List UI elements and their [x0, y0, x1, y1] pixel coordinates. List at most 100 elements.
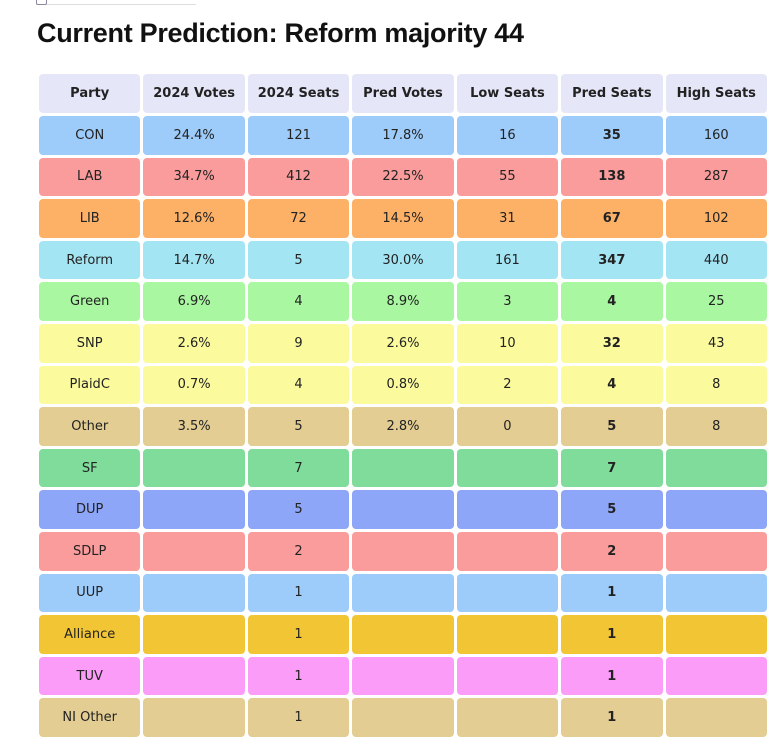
- votes-2024-cell: [143, 448, 245, 488]
- low-seats-cell: [456, 573, 559, 613]
- low-seats-cell: [456, 656, 559, 696]
- table-row: TUV 1 1: [39, 656, 767, 696]
- table-row: NI Other 1 1: [39, 698, 767, 737]
- low-seats-cell: [456, 448, 559, 488]
- pred-seats-cell: 5: [561, 490, 663, 529]
- seats-2024-cell: 1: [247, 573, 350, 613]
- seats-2024-cell: 5: [247, 407, 350, 446]
- table-body: CON 24.4% 121 17.8% 16 35 160 LAB 34.7% 412 22.5% 5…: [39, 116, 767, 737]
- high-seats-cell: 160: [665, 116, 767, 155]
- pred-seats-cell: 4: [561, 282, 663, 321]
- low-seats-cell: [456, 490, 559, 529]
- votes-2024-cell: 34.7%: [143, 157, 245, 197]
- pred-votes-cell: 30.0%: [352, 240, 454, 280]
- high-seats-cell: 102: [665, 199, 767, 238]
- seats-2024-cell: 7: [247, 448, 350, 488]
- pred-seats-cell: 35: [561, 116, 663, 155]
- table-row: SNP 2.6% 9 2.6% 10 32 43: [39, 323, 767, 363]
- pred-seats-cell: 2: [561, 531, 663, 571]
- pred-votes-cell: 14.5%: [352, 199, 454, 238]
- pred-seats-cell: 5: [561, 407, 663, 446]
- seats-2024-cell: 121: [247, 116, 350, 155]
- high-seats-cell: [665, 698, 767, 737]
- pred-seats-cell: 4: [561, 365, 663, 405]
- pred-seats-cell: 1: [561, 656, 663, 696]
- party-cell: SNP: [39, 323, 141, 363]
- low-seats-cell: 55: [456, 157, 559, 197]
- votes-2024-cell: [143, 531, 245, 571]
- low-seats-cell: [456, 615, 559, 654]
- top-strip: [36, 0, 196, 5]
- pred-seats-cell: 1: [561, 698, 663, 737]
- header-2024-seats: 2024 Seats: [247, 74, 350, 113]
- table-row: DUP 5 5: [39, 490, 767, 529]
- pred-votes-cell: [352, 490, 454, 529]
- table-row: Other 3.5% 5 2.8% 0 5 8: [39, 407, 767, 446]
- pred-seats-cell: 1: [561, 615, 663, 654]
- table-row: PlaidC 0.7% 4 0.8% 2 4 8: [39, 365, 767, 405]
- checkbox-icon: [36, 0, 47, 5]
- pred-votes-cell: [352, 448, 454, 488]
- header-2024-votes: 2024 Votes: [143, 74, 245, 113]
- low-seats-cell: 2: [456, 365, 559, 405]
- votes-2024-cell: 14.7%: [143, 240, 245, 280]
- table-row: Alliance 1 1: [39, 615, 767, 654]
- high-seats-cell: [665, 656, 767, 696]
- pred-votes-cell: 17.8%: [352, 116, 454, 155]
- seats-2024-cell: 4: [247, 365, 350, 405]
- low-seats-cell: [456, 531, 559, 571]
- votes-2024-cell: 2.6%: [143, 323, 245, 363]
- header-pred-votes: Pred Votes: [352, 74, 454, 113]
- high-seats-cell: [665, 615, 767, 654]
- pred-votes-cell: 22.5%: [352, 157, 454, 197]
- votes-2024-cell: [143, 490, 245, 529]
- seats-2024-cell: 1: [247, 615, 350, 654]
- pred-seats-cell: 138: [561, 157, 663, 197]
- votes-2024-cell: 12.6%: [143, 199, 245, 238]
- high-seats-cell: 8: [665, 365, 767, 405]
- high-seats-cell: [665, 490, 767, 529]
- pred-seats-cell: 1: [561, 573, 663, 613]
- party-cell: PlaidC: [39, 365, 141, 405]
- party-cell: DUP: [39, 490, 141, 529]
- party-cell: SDLP: [39, 531, 141, 571]
- high-seats-cell: 25: [665, 282, 767, 321]
- seats-2024-cell: 5: [247, 490, 350, 529]
- seats-2024-cell: 9: [247, 323, 350, 363]
- votes-2024-cell: [143, 656, 245, 696]
- pred-seats-cell: 67: [561, 199, 663, 238]
- pred-votes-cell: 8.9%: [352, 282, 454, 321]
- party-cell: UUP: [39, 573, 141, 613]
- party-cell: SF: [39, 448, 141, 488]
- party-cell: Other: [39, 407, 141, 446]
- pred-seats-cell: 7: [561, 448, 663, 488]
- pred-votes-cell: 2.6%: [352, 323, 454, 363]
- header-low-seats: Low Seats: [456, 74, 559, 113]
- votes-2024-cell: 0.7%: [143, 365, 245, 405]
- prediction-table: Party 2024 Votes 2024 Seats Pred Votes L…: [36, 71, 770, 740]
- party-cell: LAB: [39, 157, 141, 197]
- pred-votes-cell: [352, 531, 454, 571]
- party-cell: TUV: [39, 656, 141, 696]
- pred-votes-cell: 2.8%: [352, 407, 454, 446]
- table-row: Green 6.9% 4 8.9% 3 4 25: [39, 282, 767, 321]
- seats-2024-cell: 72: [247, 199, 350, 238]
- party-cell: Green: [39, 282, 141, 321]
- table-row: UUP 1 1: [39, 573, 767, 613]
- header-high-seats: High Seats: [665, 74, 767, 113]
- votes-2024-cell: [143, 573, 245, 613]
- table-row: Reform 14.7% 5 30.0% 161 347 440: [39, 240, 767, 280]
- pred-votes-cell: [352, 656, 454, 696]
- party-cell: NI Other: [39, 698, 141, 737]
- party-cell: Alliance: [39, 615, 141, 654]
- page-title: Current Prediction: Reform majority 44: [37, 18, 524, 48]
- votes-2024-cell: [143, 615, 245, 654]
- votes-2024-cell: 3.5%: [143, 407, 245, 446]
- high-seats-cell: 43: [665, 323, 767, 363]
- table-row: SDLP 2 2: [39, 531, 767, 571]
- low-seats-cell: 0: [456, 407, 559, 446]
- pred-votes-cell: [352, 615, 454, 654]
- high-seats-cell: 287: [665, 157, 767, 197]
- seats-2024-cell: 1: [247, 698, 350, 737]
- table-row: SF 7 7: [39, 448, 767, 488]
